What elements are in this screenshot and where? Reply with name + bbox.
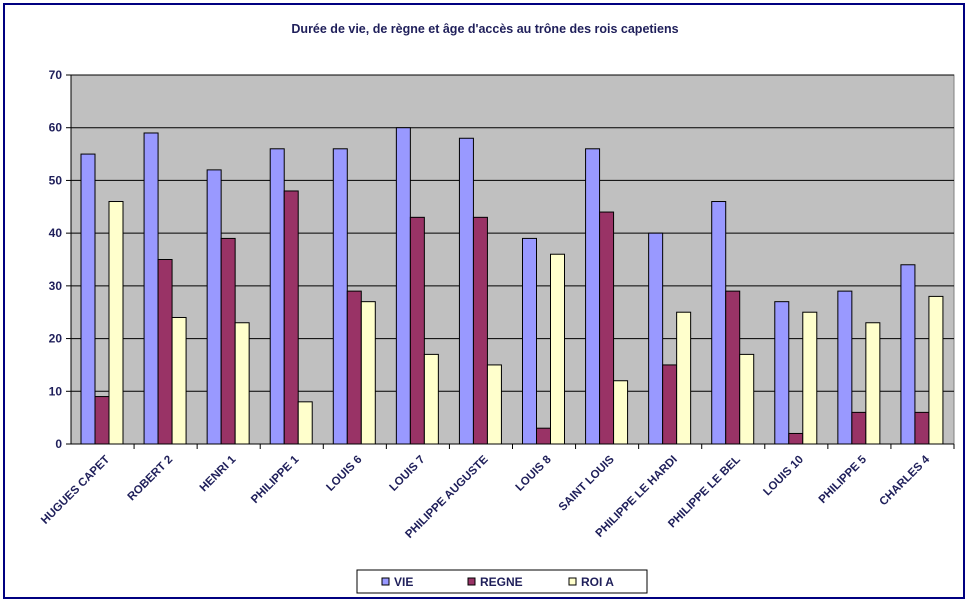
- bar-regne: [346, 290, 362, 445]
- legend-swatch: [568, 577, 577, 586]
- y-tick-label: 20: [49, 332, 63, 346]
- legend-label: ROI A: [581, 575, 614, 589]
- bar-regne: [472, 216, 488, 445]
- bar-vie: [395, 127, 411, 445]
- legend: VIE REGNE ROI A: [356, 569, 648, 594]
- bar-roi-a: [423, 353, 439, 445]
- x-tick-label: PHILIPPE 5: [817, 453, 870, 506]
- bar-vie: [585, 148, 601, 445]
- bar-roi-a: [171, 316, 187, 445]
- bar-regne: [536, 427, 551, 445]
- bar-vie: [900, 264, 916, 445]
- bar-roi-a: [802, 311, 818, 445]
- bar-regne: [283, 190, 299, 445]
- y-tick-label: 30: [49, 279, 63, 293]
- chart-title: Durée de vie, de règne et âge d'accès au…: [291, 22, 678, 36]
- x-tick-label: LOUIS 8: [514, 453, 555, 494]
- x-tick-label: HUGUES CAPET: [39, 454, 112, 527]
- bar-regne: [94, 396, 110, 445]
- y-tick-label: 70: [49, 68, 63, 82]
- bar-regne: [599, 211, 615, 445]
- bar-regne: [220, 237, 236, 445]
- bar-roi-a: [865, 322, 881, 445]
- bar-regne: [788, 432, 804, 445]
- bar-roi-a: [550, 253, 565, 445]
- legend-box: [356, 569, 648, 594]
- plot-background: [70, 74, 955, 445]
- bar-vie: [837, 290, 853, 445]
- bar-roi-a: [360, 301, 376, 445]
- x-tick-label: CHARLES 4: [878, 453, 933, 508]
- bar-vie: [269, 148, 285, 445]
- x-tick-label: LOUIS 6: [324, 454, 364, 494]
- bar-roi-a: [234, 322, 250, 445]
- bar-roi-a: [676, 311, 692, 445]
- x-tick-label: PHILIPPE LE BEL: [666, 454, 743, 531]
- bar-vie: [711, 201, 727, 445]
- legend-swatch: [467, 577, 476, 586]
- legend-label: REGNE: [480, 575, 523, 589]
- bar-vie: [774, 301, 790, 445]
- bar-vie: [648, 232, 664, 445]
- x-tick-label: LOUIS 10: [761, 454, 806, 499]
- bar-roi-a: [108, 201, 124, 445]
- bar-vie: [522, 237, 537, 445]
- bar-roi-a: [928, 295, 944, 445]
- legend-label: VIE: [394, 575, 413, 589]
- plot-area: 0 10 20 30 40 50 60 70 HUGUES CAPET ROBERT 2 HENRI…: [39, 68, 955, 541]
- x-tick-label: LOUIS 7: [387, 454, 427, 494]
- bar-roi-a: [613, 380, 629, 445]
- y-tick-label: 40: [49, 226, 63, 240]
- x-tick-label: PHILIPPE 1: [249, 453, 302, 506]
- bar-vie: [80, 153, 96, 445]
- bar-regne: [157, 259, 173, 445]
- bar-regne: [662, 364, 678, 445]
- x-tick-label: ROBERT 2: [126, 454, 176, 504]
- x-tick-label: SAINT LOUIS: [557, 453, 617, 513]
- bar-regne: [851, 411, 867, 445]
- y-tick-label: 10: [49, 384, 63, 398]
- legend-swatch: [381, 577, 390, 586]
- bar-vie: [458, 137, 474, 445]
- x-tick-label: HENRI 1: [198, 453, 239, 494]
- y-tick-label: 50: [49, 173, 63, 187]
- bar-roi-a: [486, 364, 502, 445]
- bar-regne: [409, 216, 425, 445]
- bar-roi-a: [739, 353, 755, 445]
- bar-vie: [143, 132, 159, 445]
- bar-roi-a: [297, 401, 313, 445]
- bar-regne: [914, 411, 930, 445]
- bar-vie: [206, 169, 222, 445]
- bar-regne: [725, 290, 741, 445]
- y-tick-label: 0: [55, 437, 62, 451]
- bar-vie: [332, 148, 348, 445]
- y-tick-label: 60: [49, 121, 63, 135]
